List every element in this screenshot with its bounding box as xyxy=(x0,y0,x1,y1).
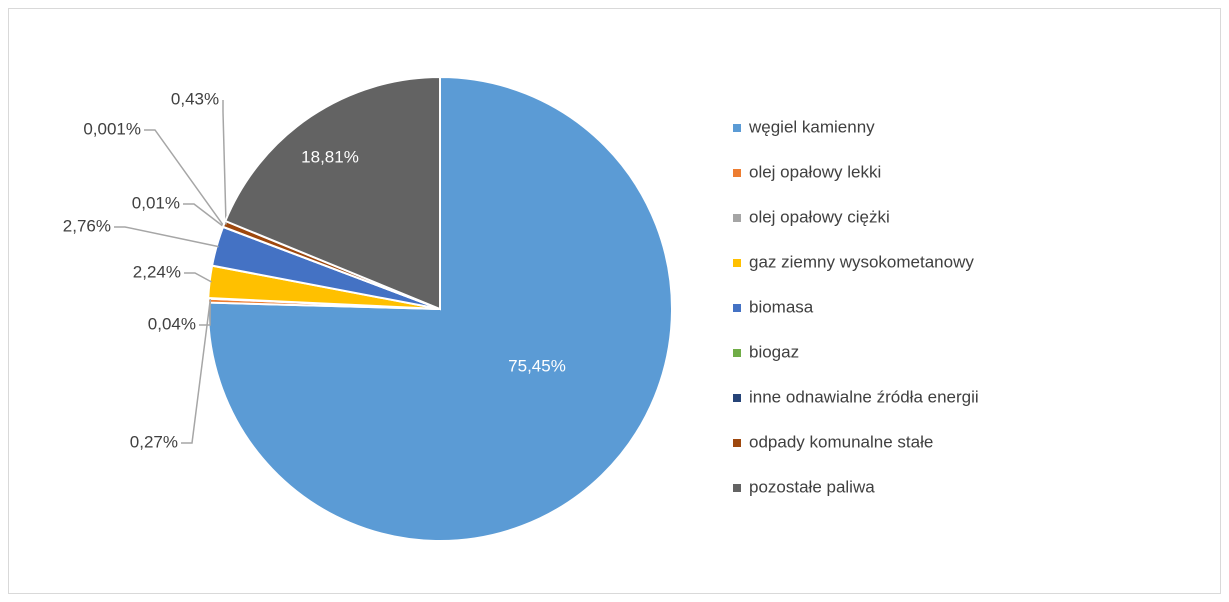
legend-label: węgiel kamienny xyxy=(748,117,875,136)
legend-swatch xyxy=(733,259,741,267)
legend-swatch xyxy=(733,439,741,447)
leader-line xyxy=(183,203,226,229)
legend-label: gaz ziemny wysokometanowy xyxy=(749,252,974,271)
data-label: 0,43% xyxy=(171,89,219,108)
legend-label: inne odnawialne źródła energii xyxy=(749,387,979,406)
leader-line xyxy=(144,129,226,228)
legend-label: biomasa xyxy=(749,297,814,316)
legend-label: odpady komunalne stałe xyxy=(749,432,933,451)
data-label: 18,81% xyxy=(301,147,359,166)
legend-swatch xyxy=(733,214,741,222)
data-label: 2,76% xyxy=(63,216,111,235)
data-label: 0,04% xyxy=(148,314,196,333)
leader-line xyxy=(181,300,211,444)
legend-swatch xyxy=(733,484,741,492)
legend-label: olej opałowy lekki xyxy=(749,162,881,181)
data-label: 0,01% xyxy=(132,193,180,212)
legend-swatch xyxy=(733,169,741,177)
leader-line xyxy=(184,272,212,283)
leader-line xyxy=(199,298,211,326)
leader-line xyxy=(114,226,219,248)
leader-line xyxy=(222,100,227,225)
pie-slice xyxy=(224,75,441,311)
legend-swatch xyxy=(733,394,741,402)
legend-label: pozostałe paliwa xyxy=(749,477,875,496)
data-label: 2,24% xyxy=(133,262,181,281)
legend-swatch xyxy=(733,349,741,357)
legend-label: biogaz xyxy=(749,342,799,361)
data-label: 0,001% xyxy=(83,119,141,138)
legend-label: olej opałowy ciężki xyxy=(749,207,890,226)
data-label: 75,45% xyxy=(508,356,566,375)
legend-swatch xyxy=(733,124,741,132)
legend-swatch xyxy=(733,304,741,312)
data-label: 0,27% xyxy=(130,432,178,451)
